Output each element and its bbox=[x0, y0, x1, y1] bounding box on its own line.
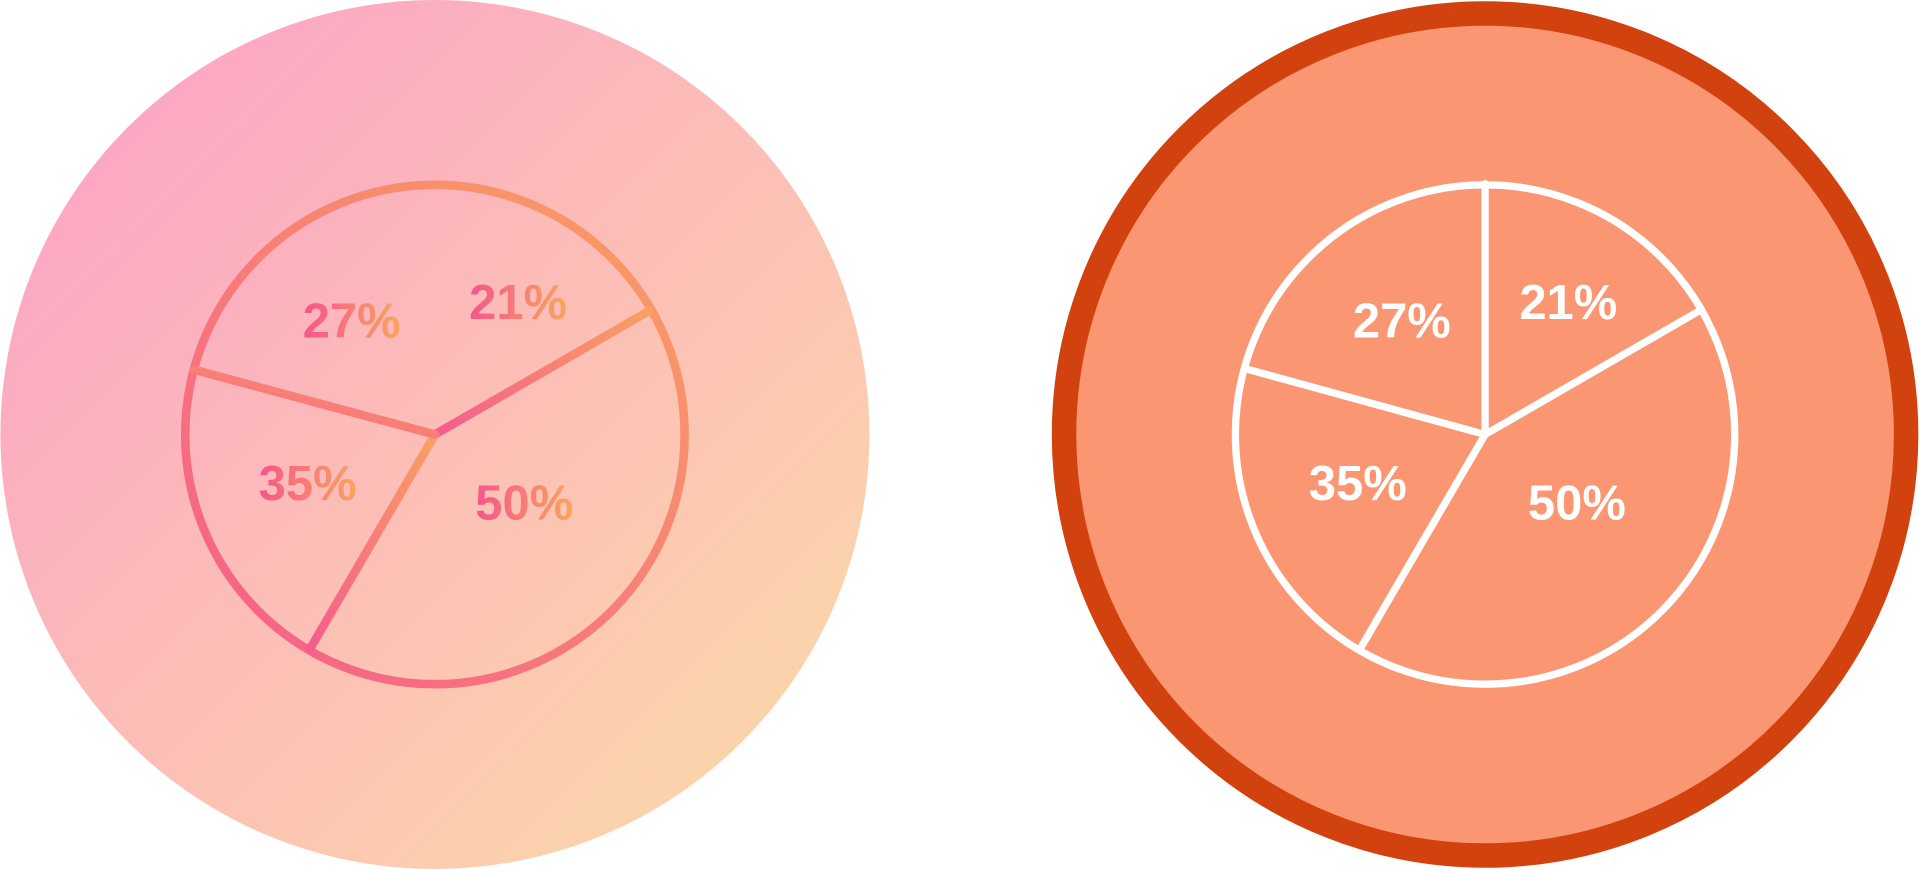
pie-divider bbox=[189, 365, 440, 439]
slice-label: 50% bbox=[475, 477, 573, 531]
pie-outline bbox=[180, 179, 689, 689]
pie-divider bbox=[430, 306, 654, 439]
slice-label: 50% bbox=[1528, 477, 1626, 531]
icon-gradient: 27% 21% 35% 50% bbox=[0, 0, 870, 869]
pie-outline bbox=[1231, 179, 1739, 688]
pie-divider bbox=[1481, 307, 1703, 439]
slice-label: 35% bbox=[259, 457, 357, 511]
slice-label: 35% bbox=[1309, 457, 1407, 511]
pie-divider bbox=[305, 430, 440, 653]
pie-divider bbox=[1245, 365, 1489, 439]
slice-label: 21% bbox=[1519, 276, 1617, 330]
slice-label: 21% bbox=[469, 276, 567, 330]
pie-divider bbox=[1356, 430, 1489, 653]
icon-filled: 27% 21% 35% 50% bbox=[1051, 1, 1919, 868]
slice-label: 27% bbox=[1353, 294, 1451, 348]
slice-label: 27% bbox=[303, 294, 401, 348]
